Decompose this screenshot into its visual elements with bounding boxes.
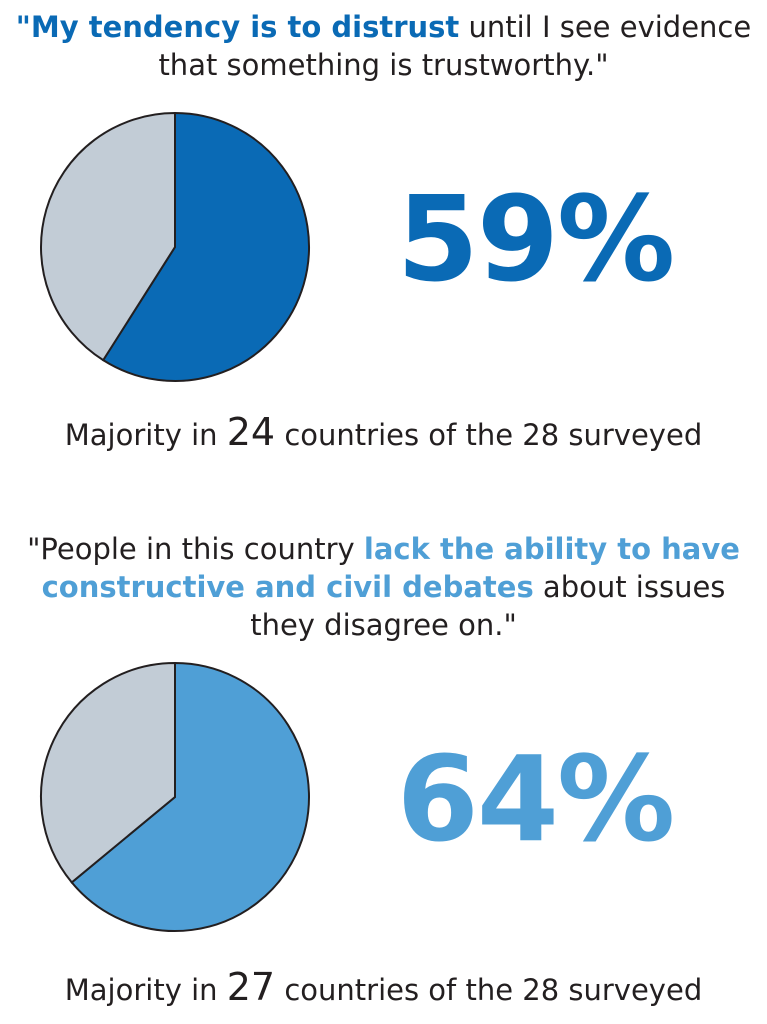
majority-suffix: countries of the 28 surveyed (275, 973, 703, 1007)
majority-count: 24 (226, 410, 276, 454)
quote-open-mark: " (15, 10, 31, 44)
majority-prefix: Majority in (64, 418, 227, 452)
pie-chart-civil-debate (40, 661, 310, 932)
pie-slice-0 (101, 111, 310, 382)
quote-rest: about issues they disagree on." (250, 570, 726, 642)
pie-slice-1 (40, 661, 176, 884)
majority-note-civil-debate: Majority in 27 countries of the 28 surve… (10, 965, 757, 1009)
percent-civil-debate: 64% (396, 730, 675, 868)
quote-highlight: lack the ability to have constructive an… (41, 532, 740, 604)
majority-prefix: Majority in (64, 973, 227, 1007)
pie-slice-0 (70, 661, 310, 932)
majority-suffix: countries of the 28 surveyed (275, 418, 703, 452)
quote-lead: "People in this country (27, 532, 364, 566)
quote-rest: until I see evidence that something is t… (158, 10, 752, 82)
majority-note-distrust: Majority in 24 countries of the 28 surve… (10, 410, 757, 454)
quote-distrust: "My tendency is to distrust until I see … (10, 8, 757, 84)
majority-count: 27 (226, 965, 276, 1009)
quote-highlight: My tendency is to distrust (30, 10, 460, 44)
quote-civil-debate: "People in this country lack the ability… (10, 530, 757, 644)
percent-distrust: 59% (396, 170, 675, 308)
pie-slice-1 (40, 111, 176, 362)
pie-chart-distrust (40, 111, 310, 382)
